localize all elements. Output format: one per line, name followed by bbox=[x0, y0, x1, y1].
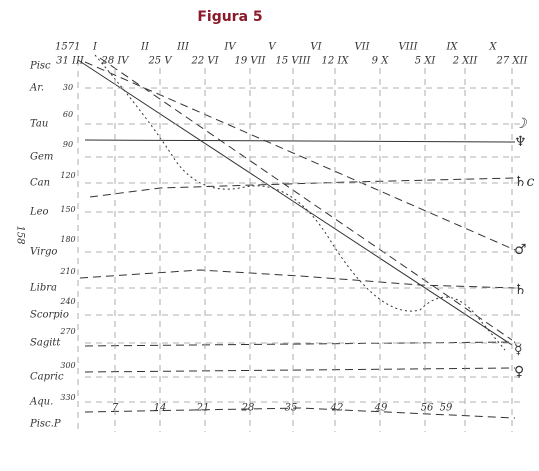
sign-label: Tau bbox=[30, 119, 48, 130]
month-label: VIII bbox=[398, 42, 418, 53]
title: Figura 5 bbox=[197, 9, 262, 25]
planet-symbol: ☿ bbox=[514, 342, 523, 358]
day-label: 59 bbox=[440, 403, 453, 414]
plot-lines bbox=[77, 54, 516, 430]
sign-label: Gem bbox=[30, 152, 53, 163]
date-label: 31 III bbox=[56, 56, 85, 67]
month-label: VII bbox=[354, 42, 370, 53]
degree-label: 30 bbox=[63, 83, 73, 92]
degree-label: 330 bbox=[60, 393, 75, 402]
month-label: IX bbox=[445, 42, 458, 53]
degree-label: 150 bbox=[60, 205, 75, 214]
date-label: 22 VI bbox=[190, 56, 219, 67]
date-label: 15 VIII bbox=[276, 56, 312, 67]
sign-label: Ar. bbox=[29, 83, 44, 94]
month-label: X bbox=[488, 42, 497, 53]
planet-symbol: ♄c bbox=[514, 174, 535, 190]
date-label: 12 IX bbox=[322, 56, 350, 67]
degree-label: 240 bbox=[59, 297, 75, 306]
day-label: 7 bbox=[112, 403, 119, 414]
day-label: 49 bbox=[374, 403, 388, 414]
degree-label: 270 bbox=[59, 327, 75, 336]
day-label: 14 bbox=[154, 403, 167, 414]
sign-label: Capric bbox=[30, 372, 64, 383]
day-label: 35 bbox=[285, 403, 298, 414]
date-label: 19 VII bbox=[234, 56, 266, 67]
date-label: 5 XI bbox=[415, 56, 437, 67]
sign-label: Aqu. bbox=[29, 397, 53, 408]
date-label: 27 XII bbox=[496, 56, 529, 67]
month-label: V bbox=[268, 42, 277, 53]
planet-symbol: ♀ bbox=[514, 364, 524, 380]
degree-label: 120 bbox=[60, 171, 75, 180]
date-label: 2 XII bbox=[452, 56, 479, 67]
sign-label: Sagitt bbox=[30, 338, 61, 349]
month-label: III bbox=[176, 42, 190, 53]
day-label: 21 bbox=[196, 403, 210, 414]
planet-symbol: ☽ bbox=[514, 116, 528, 132]
page-number: 158 bbox=[15, 225, 26, 244]
sign-label: Virgo bbox=[30, 247, 57, 258]
planet-symbol: ♂ bbox=[514, 242, 527, 258]
date-label: 25 V bbox=[147, 56, 173, 67]
month-label: VI bbox=[310, 42, 322, 53]
day-label: 42 bbox=[330, 403, 344, 414]
day-label: 56 bbox=[421, 403, 434, 414]
degree-label: 210 bbox=[59, 267, 75, 276]
planet-symbol: ♆ bbox=[514, 134, 527, 150]
sign-label: Pisc.P bbox=[29, 419, 61, 430]
sign-label: Pisc bbox=[29, 61, 51, 72]
planet-symbol: ♄ bbox=[514, 282, 527, 298]
date-label: 28 IV bbox=[100, 56, 130, 67]
degree-label: 180 bbox=[60, 235, 75, 244]
month-label: I bbox=[92, 42, 98, 53]
sign-label: Leo bbox=[29, 207, 49, 218]
month-label: IV bbox=[223, 42, 237, 53]
sign-label: Scorpio bbox=[30, 310, 69, 321]
degree-label: 90 bbox=[63, 140, 73, 149]
month-label: II bbox=[140, 42, 150, 53]
date-label: 9 X bbox=[372, 56, 390, 67]
degree-label: 60 bbox=[63, 110, 73, 119]
year: 1571 bbox=[55, 42, 80, 53]
degree-label: 300 bbox=[60, 361, 75, 370]
day-label: 28 bbox=[241, 403, 255, 414]
sign-label: Libra bbox=[29, 283, 57, 294]
sign-label: Can bbox=[30, 178, 50, 189]
